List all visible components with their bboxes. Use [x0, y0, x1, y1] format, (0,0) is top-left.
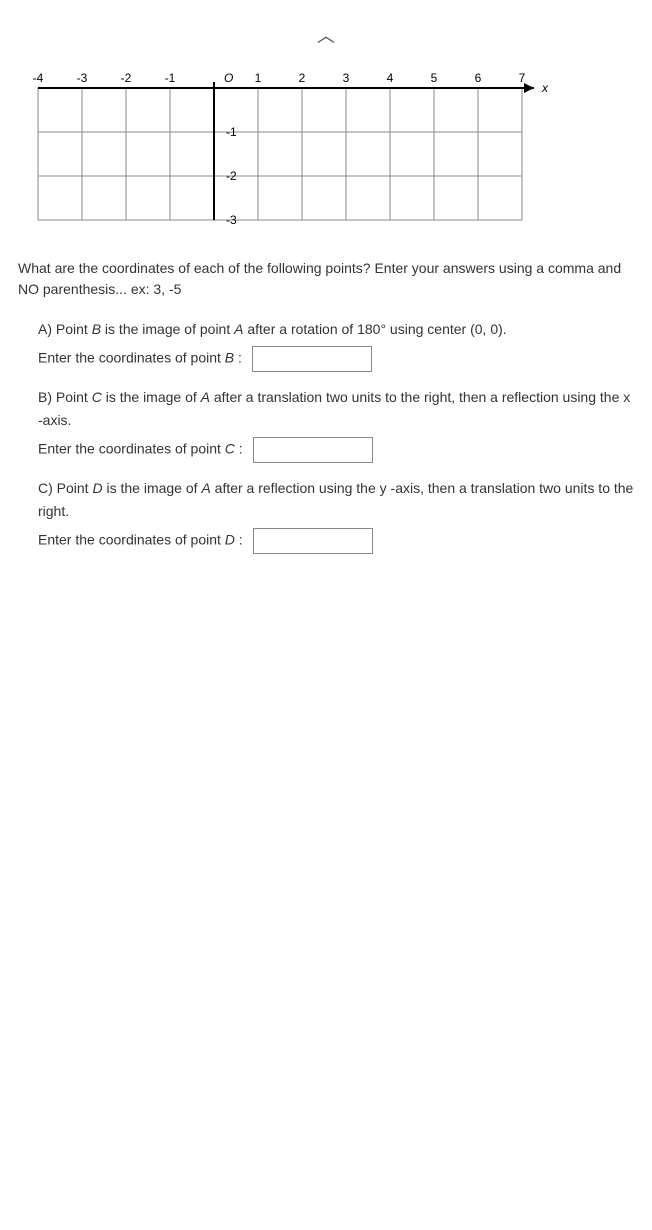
svg-text:2: 2	[299, 71, 306, 85]
part-a-enter-prefix: Enter the coordinates of point	[38, 350, 225, 366]
svg-text:O: O	[224, 71, 233, 85]
part-c-mid: is the image of	[103, 480, 202, 496]
coordinate-graph: -4 -3 -2 -1 1 2 3 4 5 6 7 -1 -2 -3 Ox	[18, 68, 634, 240]
question-prompt: What are the coordinates of each of the …	[18, 258, 634, 300]
part-b-src: A	[201, 389, 210, 405]
worksheet-page: ︿ -4 -3 -2 -1 1 2 3 4 5 6 7 -1 -2 -3 Ox What are the c…	[0, 0, 652, 1230]
point-d-input[interactable]	[253, 528, 373, 554]
part-c-enter: Enter the coordinates of point D :	[38, 528, 634, 554]
svg-text:3: 3	[343, 71, 350, 85]
point-b-input[interactable]	[252, 346, 372, 372]
part-a-enter-point: B	[225, 350, 234, 366]
svg-text:7: 7	[519, 71, 526, 85]
svg-text:1: 1	[255, 71, 262, 85]
part-c-point: D	[92, 480, 102, 496]
svg-text:-3: -3	[77, 71, 88, 85]
part-c-enter-suffix: :	[235, 532, 243, 548]
svg-text:x: x	[541, 81, 549, 95]
svg-text:4: 4	[387, 71, 394, 85]
part-b-text: B) Point C is the image of A after a tra…	[38, 386, 634, 431]
part-c-enter-prefix: Enter the coordinates of point	[38, 532, 225, 548]
part-a-text: A) Point B is the image of point A after…	[38, 318, 634, 340]
part-a-enter: Enter the coordinates of point B :	[38, 346, 634, 372]
svg-text:-2: -2	[226, 169, 237, 183]
point-c-input[interactable]	[253, 437, 373, 463]
part-a-point: B	[92, 321, 101, 337]
svg-text:6: 6	[475, 71, 482, 85]
part-b-enter-point: C	[225, 441, 235, 457]
svg-text:-3: -3	[226, 213, 237, 227]
svg-text:5: 5	[431, 71, 438, 85]
part-a-prefix: A) Point	[38, 321, 92, 337]
part-b-enter-suffix: :	[235, 441, 243, 457]
svg-text:-4: -4	[33, 71, 44, 85]
svg-text:-1: -1	[226, 125, 237, 139]
part-c-enter-point: D	[225, 532, 235, 548]
part-b-prefix: B) Point	[38, 389, 92, 405]
svg-text:-2: -2	[121, 71, 132, 85]
part-c-prefix: C) Point	[38, 480, 92, 496]
part-b-enter: Enter the coordinates of point C :	[38, 437, 634, 463]
part-b-point: C	[92, 389, 102, 405]
part-c-text: C) Point D is the image of A after a ref…	[38, 477, 634, 522]
svg-text:-1: -1	[165, 71, 176, 85]
chevron-up-icon[interactable]: ︿	[18, 16, 634, 58]
part-a-enter-suffix: :	[234, 350, 242, 366]
part-a-suffix: after a rotation of 180° using center (0…	[243, 321, 506, 337]
part-b-mid: is the image of	[102, 389, 201, 405]
part-c-src: A	[201, 480, 210, 496]
part-b-enter-prefix: Enter the coordinates of point	[38, 441, 225, 457]
part-a-mid: is the image of point	[101, 321, 234, 337]
